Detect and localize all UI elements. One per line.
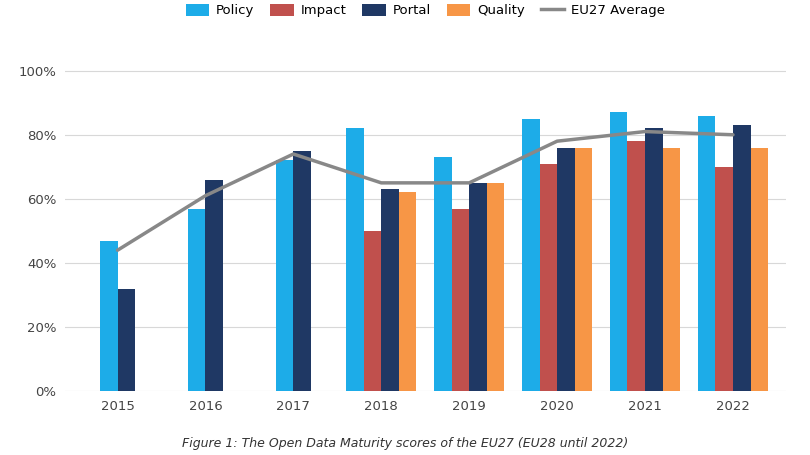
Bar: [557, 147, 575, 391]
Bar: [697, 116, 715, 391]
Bar: [188, 208, 206, 391]
Bar: [733, 125, 751, 391]
Bar: [452, 208, 469, 391]
Bar: [575, 147, 592, 391]
Legend: Policy, Impact, Portal, Quality, EU27 Average: Policy, Impact, Portal, Quality, EU27 Av…: [185, 4, 665, 17]
Bar: [645, 128, 663, 391]
Bar: [364, 231, 382, 391]
Bar: [715, 167, 733, 391]
Bar: [206, 180, 223, 391]
Bar: [100, 241, 117, 391]
Bar: [399, 192, 416, 391]
Bar: [487, 183, 505, 391]
Bar: [469, 183, 487, 391]
Text: Figure 1: The Open Data Maturity scores of the EU27 (EU28 until 2022): Figure 1: The Open Data Maturity scores …: [182, 437, 628, 450]
Bar: [751, 147, 768, 391]
Bar: [663, 147, 680, 391]
Bar: [382, 189, 399, 391]
Bar: [522, 119, 539, 391]
Bar: [117, 288, 135, 391]
Bar: [275, 161, 293, 391]
Bar: [434, 157, 452, 391]
Bar: [539, 164, 557, 391]
Bar: [610, 112, 628, 391]
Bar: [346, 128, 364, 391]
Bar: [628, 141, 645, 391]
Bar: [293, 151, 311, 391]
